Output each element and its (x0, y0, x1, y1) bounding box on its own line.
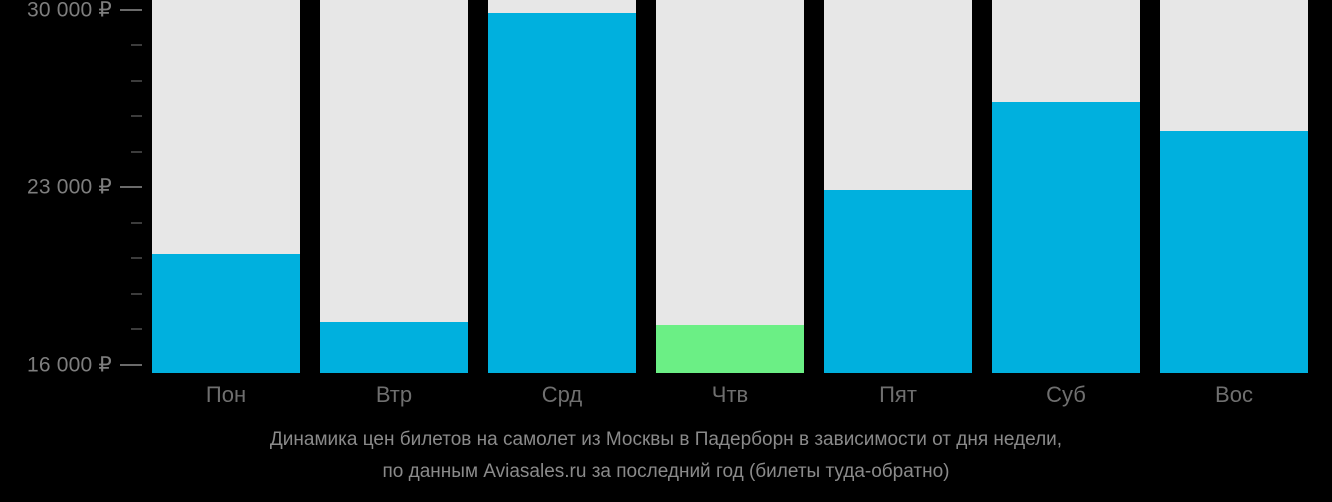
caption-line-1: Динамика цен билетов на самолет из Москв… (269, 429, 1063, 450)
bar-column-вос[interactable] (1160, 0, 1308, 373)
bar-column-пон[interactable] (152, 0, 300, 373)
y-axis-tick (131, 221, 142, 224)
bar-column-срд[interactable] (488, 0, 636, 373)
x-axis-label-вос: Вос (1215, 382, 1253, 407)
y-axis-tick (120, 363, 142, 366)
plot-area (152, 0, 1332, 373)
bar-column-пят[interactable] (824, 0, 972, 373)
y-axis-tick (131, 79, 142, 82)
y-axis-tick (131, 150, 142, 153)
y-axis-label: 30 000 ₽ (26, 0, 112, 22)
y-axis: 30 000 ₽ 23 000 ₽ 16 000 ₽ (0, 0, 152, 420)
x-axis-label-срд: Срд (541, 382, 583, 407)
y-axis-tick (120, 186, 142, 189)
y-axis-tick (131, 44, 142, 47)
y-axis-tick (131, 115, 142, 118)
x-axis: Пон Втр Срд Чтв Пят Суб Вос (152, 373, 1332, 421)
y-axis-tick (131, 257, 142, 260)
bar-fill-пят (824, 190, 972, 373)
y-axis-label: 23 000 ₽ (26, 175, 112, 199)
y-axis-tick (131, 328, 142, 331)
bar-column-суб[interactable] (992, 0, 1140, 373)
bar-fill-чтв (656, 325, 804, 373)
y-axis-tick (131, 292, 142, 295)
bar-fill-суб (992, 102, 1140, 373)
bar-column-втр[interactable] (320, 0, 468, 373)
x-axis-label-чтв: Чтв (711, 382, 749, 407)
bar-fill-вос (1160, 131, 1308, 373)
x-axis-label-пон: Пон (205, 382, 247, 407)
bar-fill-срд (488, 13, 636, 373)
caption-line-2: по данным Aviasales.ru за последний год … (382, 461, 950, 482)
bar-fill-пон (152, 254, 300, 373)
x-axis-label-втр: Втр (375, 382, 413, 407)
x-axis-label-суб: Суб (1046, 382, 1086, 407)
bar-fill-втр (320, 321, 468, 373)
x-axis-label-пят: Пят (879, 382, 917, 407)
y-axis-label: 16 000 ₽ (26, 353, 112, 377)
y-axis-tick (120, 9, 142, 11)
bar-column-чтв[interactable] (656, 0, 804, 373)
chart-caption: Динамика цен билетов на самолет из Москв… (0, 424, 1332, 488)
